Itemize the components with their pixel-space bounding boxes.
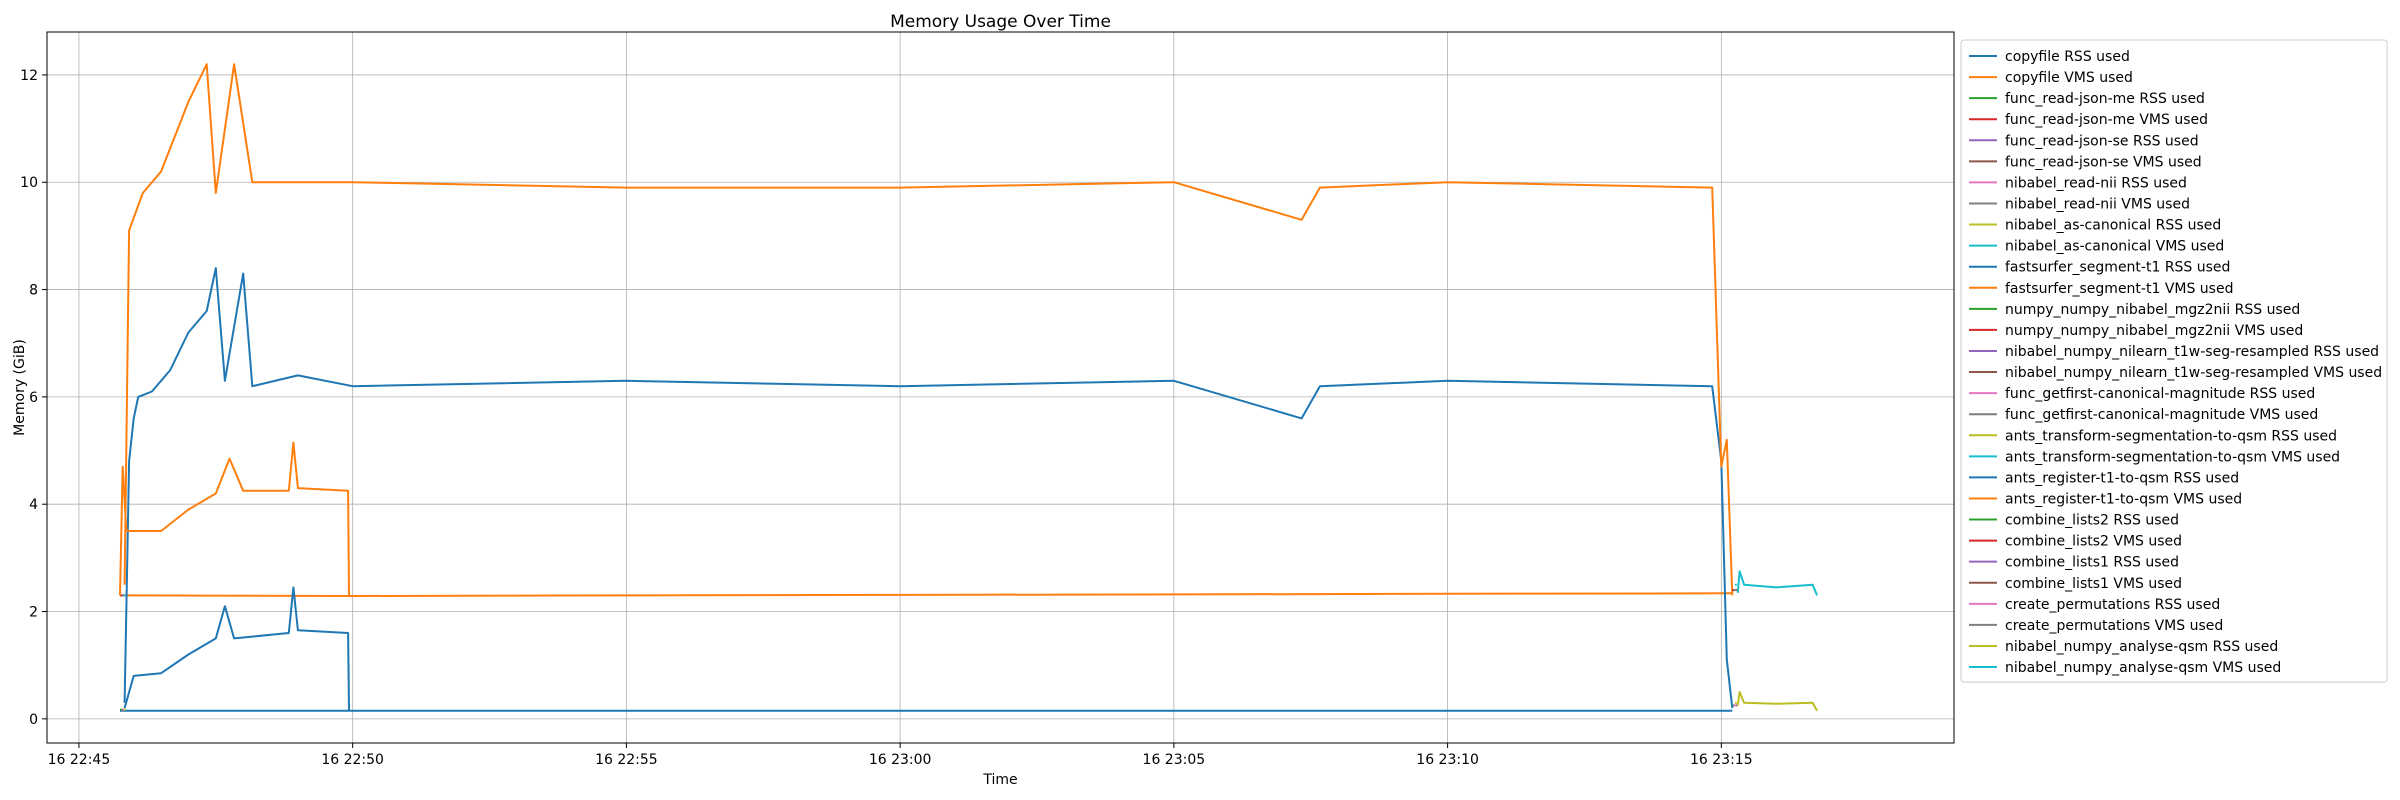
legend-label: copyfile RSS used	[2005, 49, 2130, 65]
legend-label: ants_register-t1-to-qsm RSS used	[2005, 470, 2239, 486]
legend-label: create_permutations RSS used	[2005, 597, 2220, 613]
legend-label: func_read-json-se RSS used	[2005, 133, 2199, 149]
chart-title: Memory Usage Over Time	[890, 12, 1111, 32]
legend-label: ants_transform-segmentation-to-qsm VMS u…	[2005, 449, 2340, 465]
legend-label: combine_lists1 VMS used	[2005, 576, 2182, 592]
x-tick-label: 16 23:00	[869, 752, 932, 768]
grid-lines	[47, 32, 1954, 743]
legend-label: nibabel_numpy_analyse-qsm VMS used	[2005, 660, 2281, 676]
legend-label: func_read-json-se VMS used	[2005, 154, 2202, 170]
legend-label: create_permutations VMS used	[2005, 618, 2223, 634]
x-tick-label: 16 22:50	[321, 752, 384, 768]
x-tick-label: 16 22:45	[48, 752, 111, 768]
legend-label: func_getfirst-canonical-magnitude VMS us…	[2005, 407, 2318, 423]
x-tick-label: 16 23:10	[1416, 752, 1479, 768]
y-tick-label: 2	[29, 605, 38, 621]
legend-label: fastsurfer_segment-t1 VMS used	[2005, 281, 2233, 297]
x-axis-title: Time	[982, 772, 1017, 788]
legend-items: copyfile RSS used copyfile VMS used func_r…	[1969, 49, 2382, 676]
legend-label: numpy_numpy_nibabel_mgz2nii RSS used	[2005, 302, 2300, 318]
plot-frame	[46, 31, 1955, 744]
legend-label: nibabel_as-canonical VMS used	[2005, 239, 2224, 255]
x-tick-label: 16 22:55	[595, 752, 658, 768]
y-axis-title: Memory (GiB)	[12, 339, 28, 436]
series-line	[1736, 570, 1819, 596]
legend-label: combine_lists2 VMS used	[2005, 534, 2182, 550]
legend-label: combine_lists2 RSS used	[2005, 513, 2179, 529]
y-tick-label: 10	[20, 175, 38, 191]
legend: copyfile RSS used copyfile VMS used func_r…	[1960, 39, 2388, 683]
legend-label: nibabel_numpy_analyse-qsm RSS used	[2005, 639, 2278, 655]
legend-label: ants_transform-segmentation-to-qsm RSS u…	[2005, 428, 2337, 444]
y-tick-label: 0	[29, 712, 38, 728]
legend-label: combine_lists1 RSS used	[2005, 555, 2179, 571]
y-tick-label: 4	[29, 497, 38, 513]
x-axis-ticks: 16 22:45 16 22:50 16 22:55 16 23:00 16 23:05…	[48, 743, 1753, 768]
x-tick-label: 16 23:05	[1143, 752, 1206, 768]
series-line	[123, 267, 1734, 709]
legend-label: copyfile VMS used	[2005, 70, 2133, 86]
legend-label: func_read-json-me RSS used	[2005, 91, 2205, 107]
y-tick-label: 12	[20, 68, 38, 84]
series-line	[119, 592, 1733, 597]
legend-label: nibabel_numpy_nilearn_t1w-seg-resampled …	[2005, 365, 2382, 381]
legend-label: numpy_numpy_nibabel_mgz2nii VMS used	[2005, 323, 2303, 339]
series-line	[123, 63, 1734, 596]
series-lines	[119, 63, 1819, 712]
x-tick-label: 16 23:15	[1690, 752, 1753, 768]
legend-label: nibabel_read-nii VMS used	[2005, 196, 2190, 212]
legend-label: nibabel_numpy_nilearn_t1w-seg-resampled …	[2005, 344, 2379, 360]
legend-label: func_read-json-me VMS used	[2005, 112, 2208, 128]
legend-label: func_getfirst-canonical-magnitude RSS us…	[2005, 386, 2315, 402]
y-tick-label: 6	[29, 390, 38, 406]
y-axis-ticks: 0 2 4 6 8 10 12	[20, 68, 47, 728]
series-line	[1736, 691, 1818, 712]
series-line	[123, 586, 350, 711]
legend-label: ants_register-t1-to-qsm VMS used	[2005, 491, 2242, 507]
y-tick-label: 8	[29, 283, 38, 299]
legend-box	[1960, 39, 2388, 683]
legend-label: fastsurfer_segment-t1 RSS used	[2005, 260, 2230, 276]
series-line	[119, 441, 350, 596]
legend-label: nibabel_as-canonical RSS used	[2005, 218, 2221, 234]
legend-label: nibabel_read-nii RSS used	[2005, 175, 2187, 191]
